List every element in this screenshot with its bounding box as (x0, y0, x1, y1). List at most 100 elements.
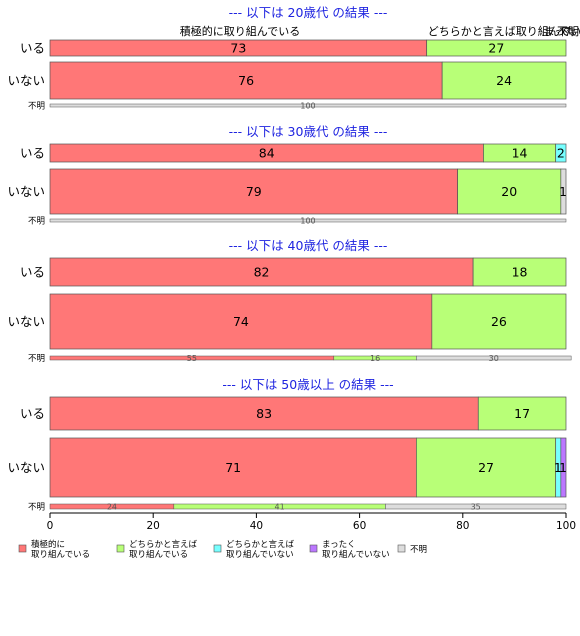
row-label: いない (7, 314, 45, 329)
bar-segment-positive (49, 257, 474, 287)
overlay-label: 積極的に取り組んでいる (180, 24, 300, 38)
legend-item-positive: 積極的に取り組んでいる (18, 539, 90, 560)
data-label: 71 (225, 460, 241, 475)
bar-segment-positive (49, 61, 443, 100)
row-label: 不明 (28, 102, 45, 112)
legend-item-somewhat_negative: どちらかと言えば取り組んでいない (213, 539, 295, 560)
x-tick-label: 60 (353, 520, 366, 532)
panel-title: --- 以下は 30歳代 の結果 --- (229, 124, 388, 139)
bar-segment-positive (49, 293, 433, 350)
bar-row: いない 74 26 (7, 293, 567, 350)
legend-label: まったく取り組んでいない (322, 540, 390, 560)
data-label: 24 (496, 73, 512, 88)
bar-row: いない 71 27 11 (7, 437, 567, 498)
panel-title: --- 以下は 50歳以上 の結果 --- (222, 377, 393, 392)
x-tick-label: 80 (456, 520, 469, 532)
legend-swatch (116, 544, 125, 553)
data-label: 1 (554, 460, 562, 475)
x-tick-label: 0 (47, 520, 54, 532)
data-label: 20 (501, 184, 517, 199)
data-label: 26 (491, 314, 507, 329)
bar-row: いる 84 14 2 (20, 143, 567, 163)
panel-1: --- 以下は 20歳代 の結果 --- 積極的に取り組んでいる どちらかと言えば取… (7, 5, 580, 112)
legend-swatch (18, 544, 27, 553)
legend-swatch (309, 544, 318, 553)
panel-title: --- 以下は 20歳代 の結果 --- (229, 5, 388, 20)
chart-panels: --- 以下は 20歳代 の結果 --- 積極的に取り組んでいる どちらかと言えば取… (7, 5, 580, 513)
row-label: 不明 (28, 354, 45, 364)
x-axis: 0 20 40 60 80 100 (47, 512, 576, 532)
data-label: 2 (557, 146, 565, 161)
legend-label: 不明 (410, 545, 427, 555)
legend-swatch (213, 544, 222, 553)
data-label: 16 (370, 354, 380, 363)
data-label: 27 (488, 41, 504, 56)
bar-segment-positive (49, 168, 458, 215)
data-label: 83 (256, 406, 272, 421)
bar-segment-negative (560, 437, 567, 498)
chart-legend: 積極的に取り組んでいる どちらかと言えば取り組んでいる どちらかと言えば取り組んでい… (18, 539, 427, 560)
data-label: 73 (230, 41, 246, 56)
data-label: 82 (254, 265, 270, 280)
bar-segment-unknown (560, 168, 567, 215)
data-label: 18 (512, 265, 528, 280)
legend-item-unknown: 不明 (397, 544, 427, 555)
row-label: いない (7, 184, 45, 199)
data-label: 17 (514, 406, 530, 421)
panel-title: --- 以下は 40歳代 の結果 --- (229, 238, 388, 253)
bar-segment-somewhat_negative (555, 143, 567, 163)
legend-swatch (397, 544, 406, 553)
row-label: いる (20, 41, 45, 56)
bar-row: いる 83 17 (20, 396, 567, 431)
legend-item-negative: まったく取り組んでいない (309, 540, 390, 560)
row-label: いない (7, 73, 45, 88)
bar-row: 不明 100 (28, 101, 567, 112)
legend-label: どちらかと言えば取り組んでいる (129, 539, 198, 560)
overlay-label: どちらかと言えば取り組んでいる (428, 25, 580, 38)
data-label: 84 (259, 146, 275, 161)
panel-3: --- 以下は 40歳代 の結果 --- いる 82 18 いない 74 26 不明 55 16 3… (7, 238, 572, 364)
data-label: 24 (107, 502, 117, 511)
bar-segment-somewhat_positive (472, 257, 567, 287)
bar-segment-somewhat_positive (441, 61, 567, 100)
x-tick-label: 100 (556, 520, 576, 532)
row-label: いない (7, 460, 45, 475)
data-label: 35 (471, 502, 481, 511)
legend-item-somewhat_positive: どちらかと言えば取り組んでいる (116, 539, 198, 560)
bar-segment-unknown (385, 503, 567, 510)
row-label: いる (20, 265, 45, 280)
bar-segment-unknown (49, 103, 567, 108)
bar-row: いる 73 27 (20, 39, 567, 57)
x-tick-label: 20 (147, 520, 160, 532)
bar-segment-unknown (416, 355, 572, 361)
bar-row: いる 82 18 (20, 257, 567, 287)
bar-segment-unknown (49, 218, 567, 223)
bar-row: いない 76 24 (7, 61, 567, 100)
row-label: 不明 (28, 217, 45, 227)
data-label: 76 (238, 73, 254, 88)
data-label: 41 (275, 502, 285, 511)
x-tick-label: 40 (250, 520, 263, 532)
data-label: 30 (489, 354, 499, 363)
row-label: いる (20, 406, 45, 421)
row-label: 不明 (28, 503, 45, 513)
legend-label: 積極的に取り組んでいる (31, 539, 90, 560)
bar-row: 不明 55 16 30 (28, 354, 572, 364)
bar-segment-positive (49, 396, 479, 431)
data-label: 1 (559, 460, 567, 475)
data-label: 100 (300, 101, 315, 110)
bar-row: 不明 100 (28, 216, 567, 227)
data-label: 14 (512, 146, 528, 161)
bar-segment-somewhat_positive (457, 168, 562, 215)
bar-row: いない 79 20 1 (7, 168, 567, 215)
data-label: 79 (246, 184, 262, 199)
overlay-label: 不明 (557, 25, 579, 38)
panel-2: --- 以下は 30歳代 の結果 --- いる 84 14 2 いない 79 20 1 不明 100 (7, 124, 567, 227)
panel-4: --- 以下は 50歳以上 の結果 --- いる 83 17 いない 71 27 11 不明 24… (7, 377, 567, 513)
bar-segment-somewhat_positive (416, 437, 557, 498)
bar-segment-somewhat_positive (426, 39, 567, 57)
legend-label: どちらかと言えば取り組んでいない (226, 539, 295, 560)
bar-segment-somewhat_positive (431, 293, 567, 350)
data-label: 55 (187, 354, 197, 363)
